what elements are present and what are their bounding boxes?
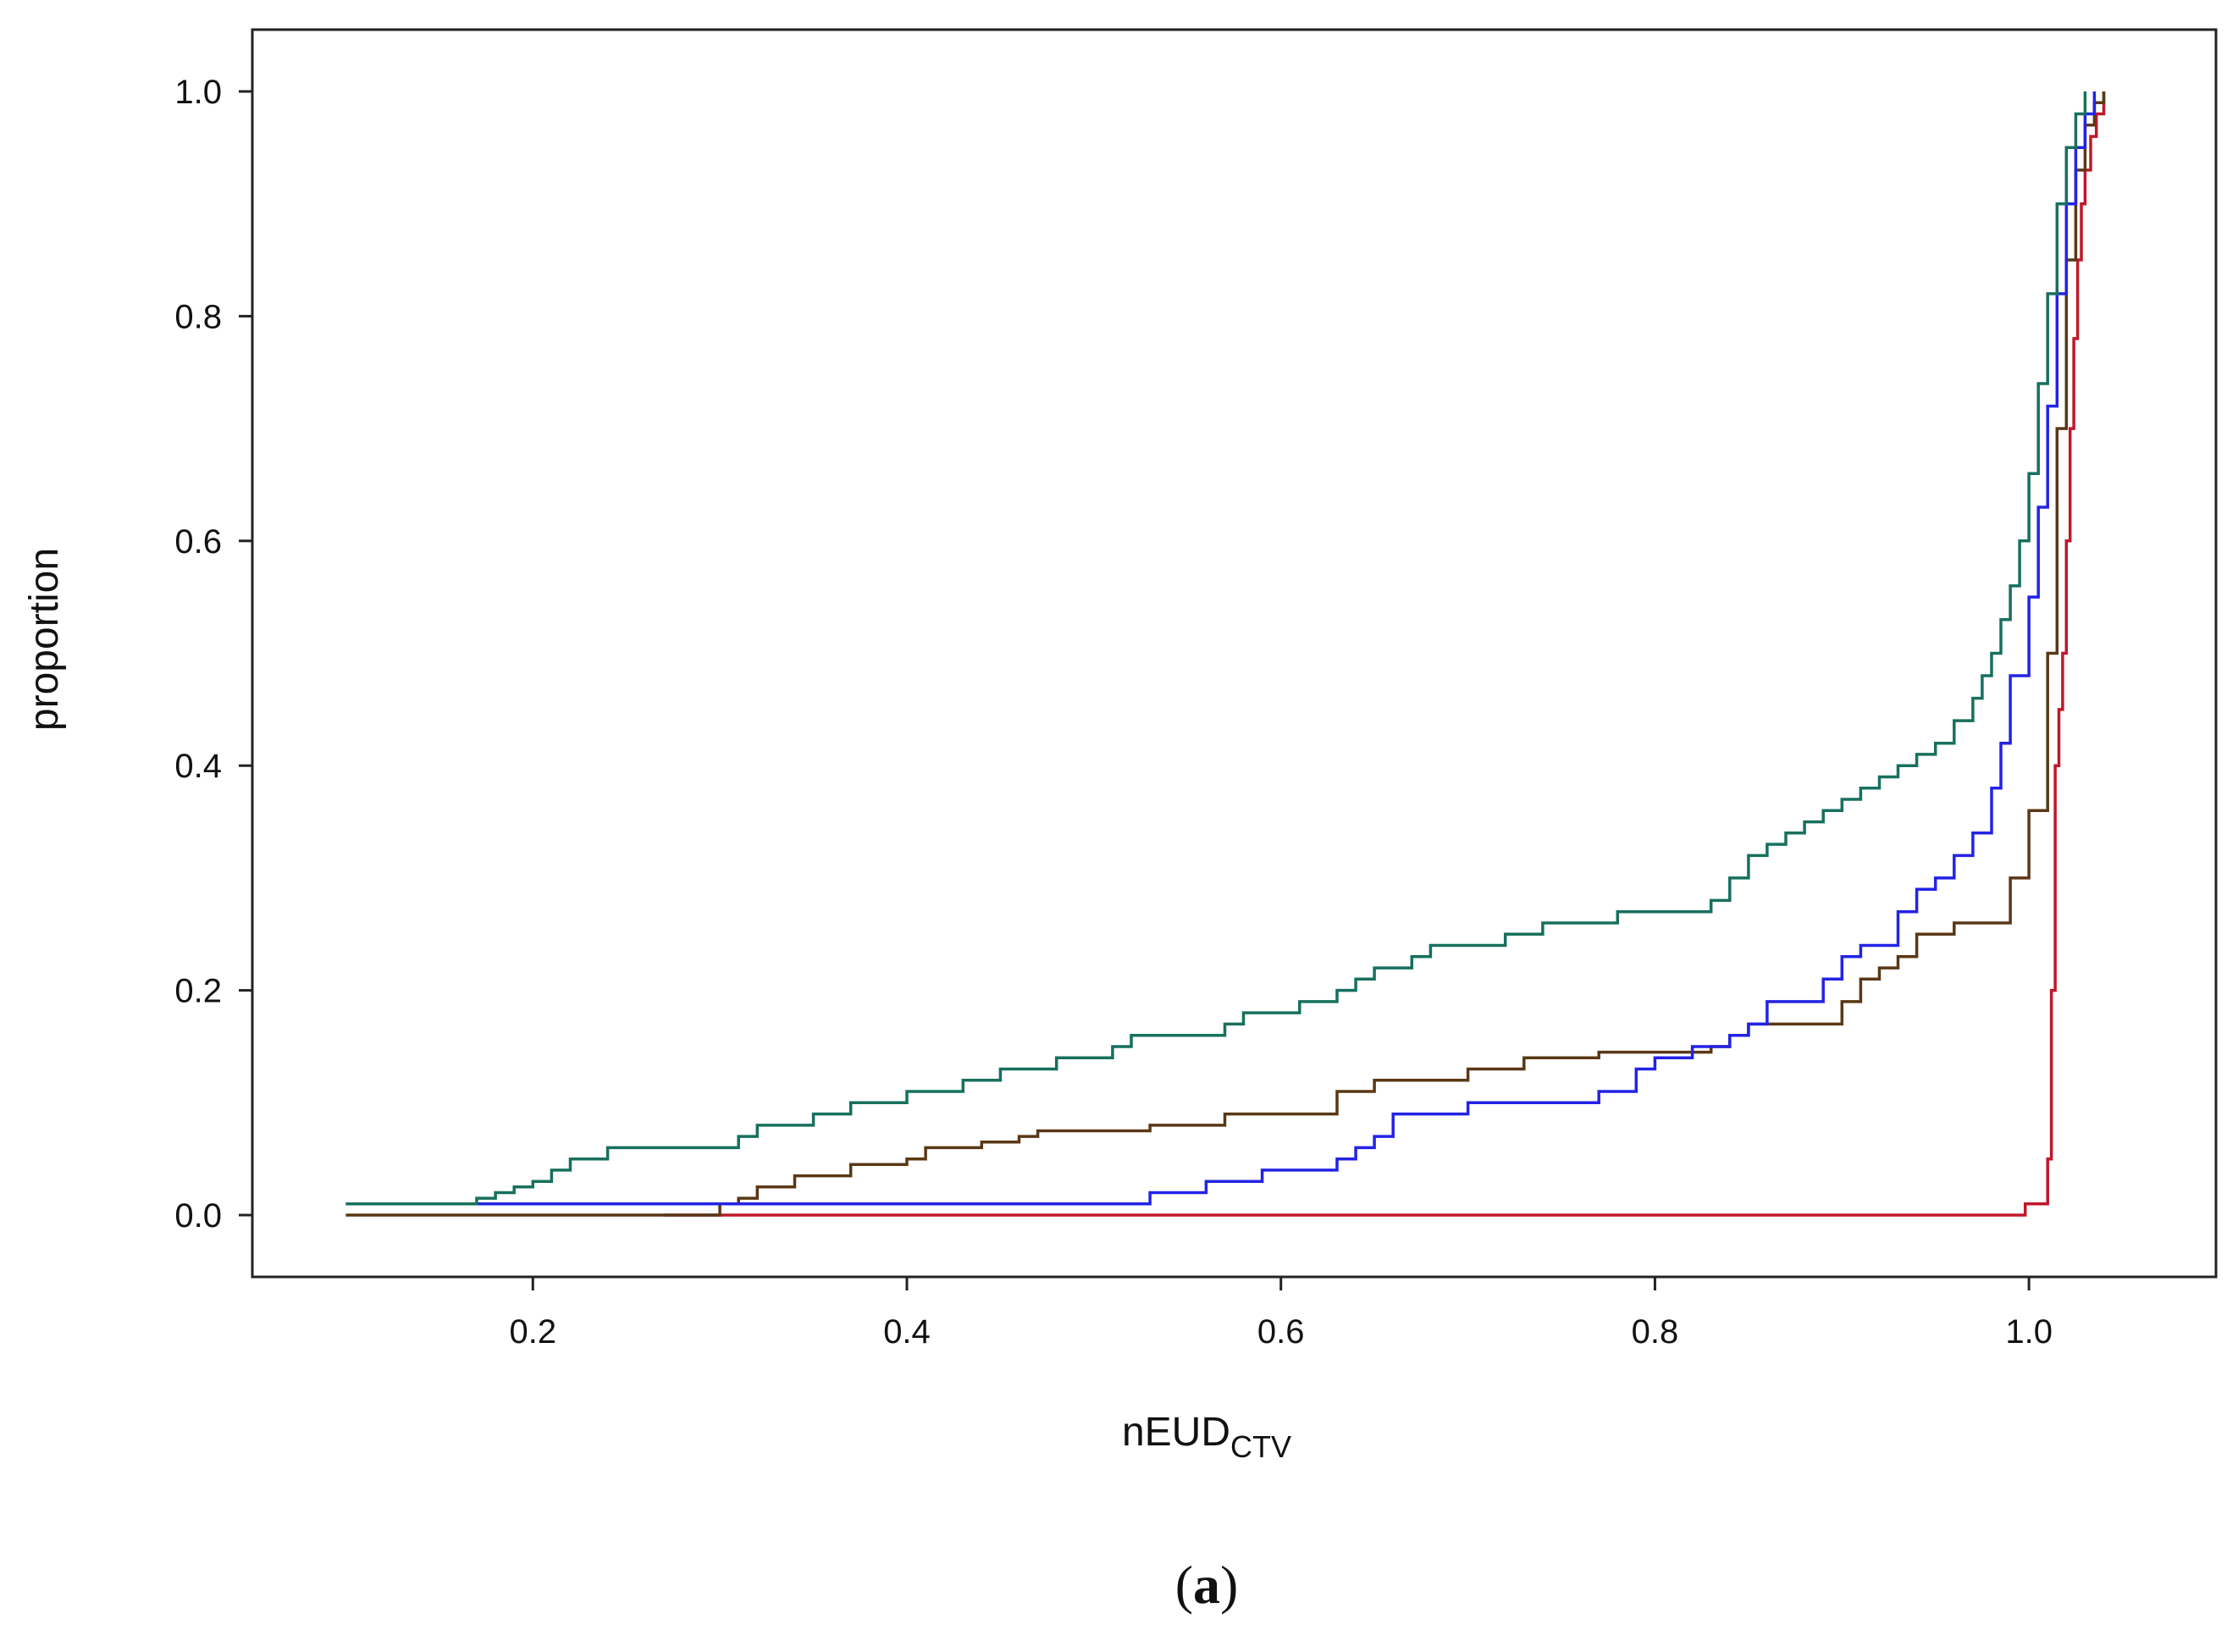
- y-tick-label: 0.6: [174, 523, 222, 561]
- x-tick-label: 0.6: [1257, 1313, 1305, 1351]
- y-tick-label: 0.8: [174, 298, 222, 335]
- x-tick-label: 0.2: [509, 1313, 556, 1351]
- series-layer: [345, 91, 2106, 1217]
- series-line-brown: [345, 91, 2106, 1217]
- y-tick-label: 0.2: [174, 973, 222, 1010]
- y-axis: 0.0 0.2 0.4 0.6 0.8 1.0: [174, 74, 252, 1235]
- x-axis-title-main: nEUD: [1122, 1410, 1230, 1455]
- caption-open: (: [1175, 1555, 1193, 1615]
- caption-close: ): [1220, 1555, 1238, 1615]
- series-line-teal: [345, 91, 2087, 1206]
- y-axis-title: proportion: [22, 548, 67, 731]
- figure-caption: (a): [1175, 1555, 1239, 1615]
- x-tick-label: 1.0: [2005, 1313, 2053, 1351]
- x-tick-label: 0.8: [1632, 1313, 1679, 1351]
- y-tick-label: 0.4: [174, 748, 222, 785]
- plot-area-frame: [251, 28, 2218, 1279]
- x-tick-label: 0.4: [883, 1313, 931, 1351]
- y-tick-label: 1.0: [174, 74, 222, 111]
- x-axis: 0.2 0.4 0.6 0.8 1.0: [509, 1277, 2053, 1351]
- series-line-blue: [345, 91, 2097, 1206]
- y-tick-label: 0.0: [174, 1197, 222, 1235]
- series-line-red: [663, 91, 2106, 1217]
- caption-letter: a: [1193, 1555, 1220, 1615]
- x-axis-title: nEUDCTV: [1122, 1410, 1291, 1464]
- x-axis-title-subscript: CTV: [1230, 1429, 1291, 1464]
